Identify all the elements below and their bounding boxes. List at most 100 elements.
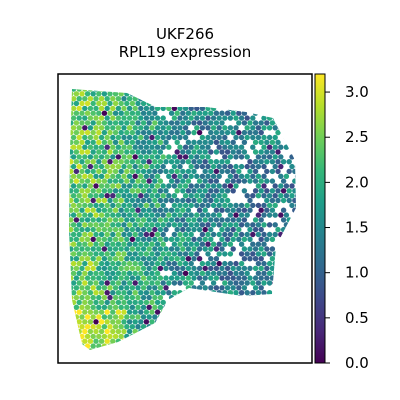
spot <box>244 231 250 238</box>
spot <box>266 134 273 141</box>
spot <box>118 314 124 320</box>
spot <box>227 241 234 247</box>
spot <box>202 110 208 116</box>
spot <box>224 294 231 301</box>
spot <box>261 105 267 112</box>
spot <box>294 163 296 170</box>
spot <box>160 115 166 121</box>
spot <box>104 290 110 296</box>
spot <box>210 125 217 131</box>
spot <box>110 280 116 286</box>
spot <box>227 348 234 350</box>
spot <box>202 285 208 291</box>
spot <box>152 324 158 330</box>
spot <box>152 197 158 204</box>
spot <box>154 290 161 296</box>
spot <box>87 280 94 286</box>
spot <box>247 159 253 165</box>
spot <box>250 280 256 286</box>
spot <box>129 324 136 330</box>
spot <box>104 348 110 350</box>
spot <box>174 139 180 145</box>
spot <box>129 129 136 136</box>
spot <box>104 115 110 121</box>
spot <box>205 144 211 150</box>
spot <box>194 222 200 228</box>
spot <box>160 309 166 315</box>
spot <box>202 178 208 184</box>
spot <box>202 265 208 272</box>
spot <box>70 183 77 189</box>
spot <box>171 231 178 238</box>
spot <box>252 168 259 175</box>
spot <box>152 285 158 291</box>
spot <box>135 294 141 301</box>
spot <box>180 343 186 349</box>
spot <box>230 343 236 349</box>
spot <box>115 299 122 306</box>
spot <box>272 125 278 131</box>
spot <box>210 231 217 238</box>
spot <box>115 105 122 112</box>
spot <box>241 207 248 213</box>
spot <box>222 115 228 121</box>
spot <box>79 226 85 233</box>
spot <box>163 333 169 340</box>
spot <box>177 290 183 296</box>
spot <box>180 217 186 223</box>
spot <box>286 275 292 281</box>
spot <box>216 115 222 121</box>
spot <box>163 324 169 330</box>
spot <box>115 202 122 209</box>
spot <box>244 154 250 160</box>
spot <box>199 290 206 296</box>
spot <box>132 348 138 350</box>
spot <box>289 280 295 286</box>
spot <box>230 207 236 213</box>
spot <box>126 309 133 315</box>
spot <box>143 183 150 189</box>
spot <box>152 275 158 281</box>
spot <box>98 193 105 199</box>
spot <box>152 149 158 155</box>
spot <box>93 212 99 218</box>
spot <box>96 294 102 301</box>
spot <box>143 280 150 286</box>
spot <box>210 280 217 286</box>
spot <box>163 256 169 262</box>
spot <box>272 270 278 276</box>
spot <box>196 294 203 301</box>
spot <box>96 285 102 291</box>
spot <box>166 328 172 335</box>
spot <box>191 256 197 262</box>
spot <box>292 91 296 97</box>
spot <box>238 163 245 170</box>
spot <box>138 183 144 189</box>
spot <box>157 226 164 233</box>
spot <box>112 265 119 272</box>
spot <box>107 139 113 145</box>
spot <box>236 294 242 301</box>
spot <box>154 309 161 315</box>
spot <box>292 314 296 320</box>
spot <box>76 222 82 228</box>
spot <box>146 168 152 175</box>
spot <box>247 324 253 330</box>
spot <box>70 231 77 238</box>
spot <box>168 294 175 301</box>
spot <box>247 178 253 184</box>
spot <box>289 183 295 189</box>
spot <box>283 231 290 238</box>
spot <box>115 251 122 257</box>
spot <box>244 251 250 257</box>
spot <box>79 168 85 175</box>
spot <box>101 149 108 155</box>
spot <box>96 178 102 184</box>
spot <box>227 328 234 335</box>
spot <box>138 319 144 325</box>
spot <box>194 309 200 315</box>
spot <box>185 188 192 194</box>
spot <box>138 309 144 315</box>
spot <box>208 343 214 349</box>
spot <box>191 236 197 242</box>
